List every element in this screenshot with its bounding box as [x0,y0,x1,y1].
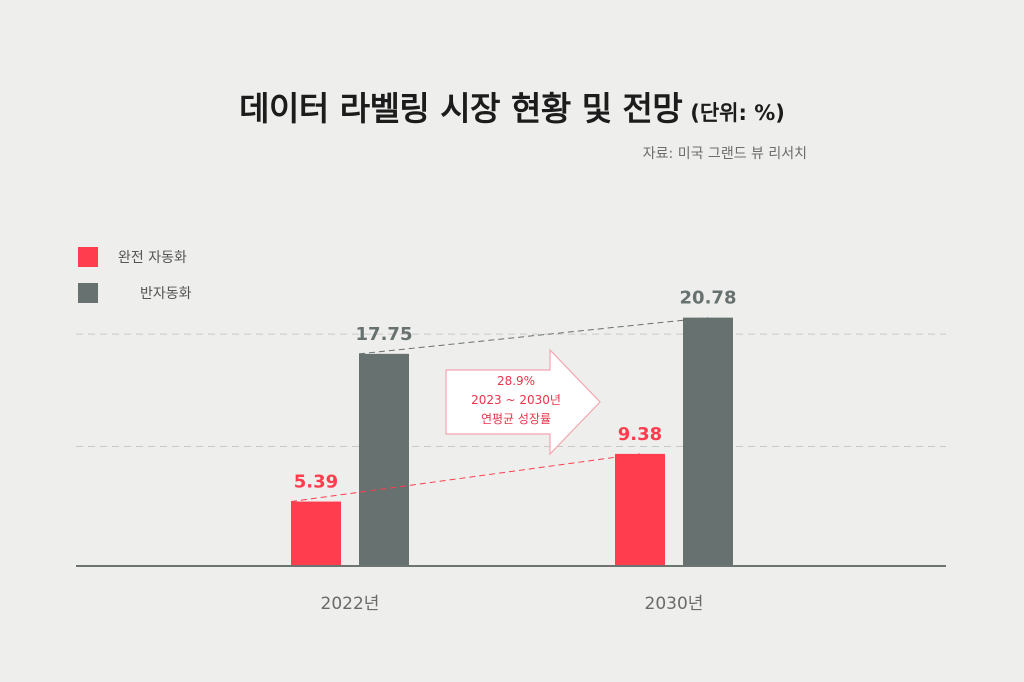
chart-title: 데이터 라벨링 시장 현황 및 전망 [239,89,683,128]
chart-title-row: 데이터 라벨링 시장 현황 및 전망 (단위: %) [0,82,1024,130]
value-label: 9.38 [618,424,662,445]
legend-swatch-semi-auto [78,283,98,303]
trend-line-full-auto [290,453,641,503]
legend-item-semi-auto: 반자동화 [78,282,192,304]
value-label: 20.78 [680,288,737,309]
x-tick-label: 2030년 [645,594,704,614]
growth-rate: 28.9% [496,374,536,388]
legend-swatch-full-auto [78,247,98,267]
growth-period: 2023 ~ 2030년 [471,393,561,407]
growth-arrow-icon [445,348,601,456]
legend: 완전 자동화 반자동화 [78,246,192,318]
value-label: 17.75 [356,324,413,345]
bar-full-auto-1 [615,453,665,566]
value-label: 5.39 [294,472,338,493]
legend-item-full-auto: 완전 자동화 [78,246,192,268]
x-tick-label: 2022년 [321,594,380,614]
legend-label-semi-auto: 반자동화 [140,286,192,302]
source-note: 자료: 미국 그랜드 뷰 리서치 [642,146,807,162]
trend-line-semi-auto [358,317,709,355]
bar-semi-auto-0 [359,353,409,566]
legend-label-full-auto: 완전 자동화 [118,250,187,266]
bar-semi-auto-1 [683,317,733,566]
unit-label: (단위: %) [690,101,785,125]
bar-full-auto-0 [291,501,341,566]
growth-caption: 연평균 성장률 [480,412,552,426]
growth-annotation: 28.9% 2023 ~ 2030년 연평균 성장률 [444,372,588,429]
